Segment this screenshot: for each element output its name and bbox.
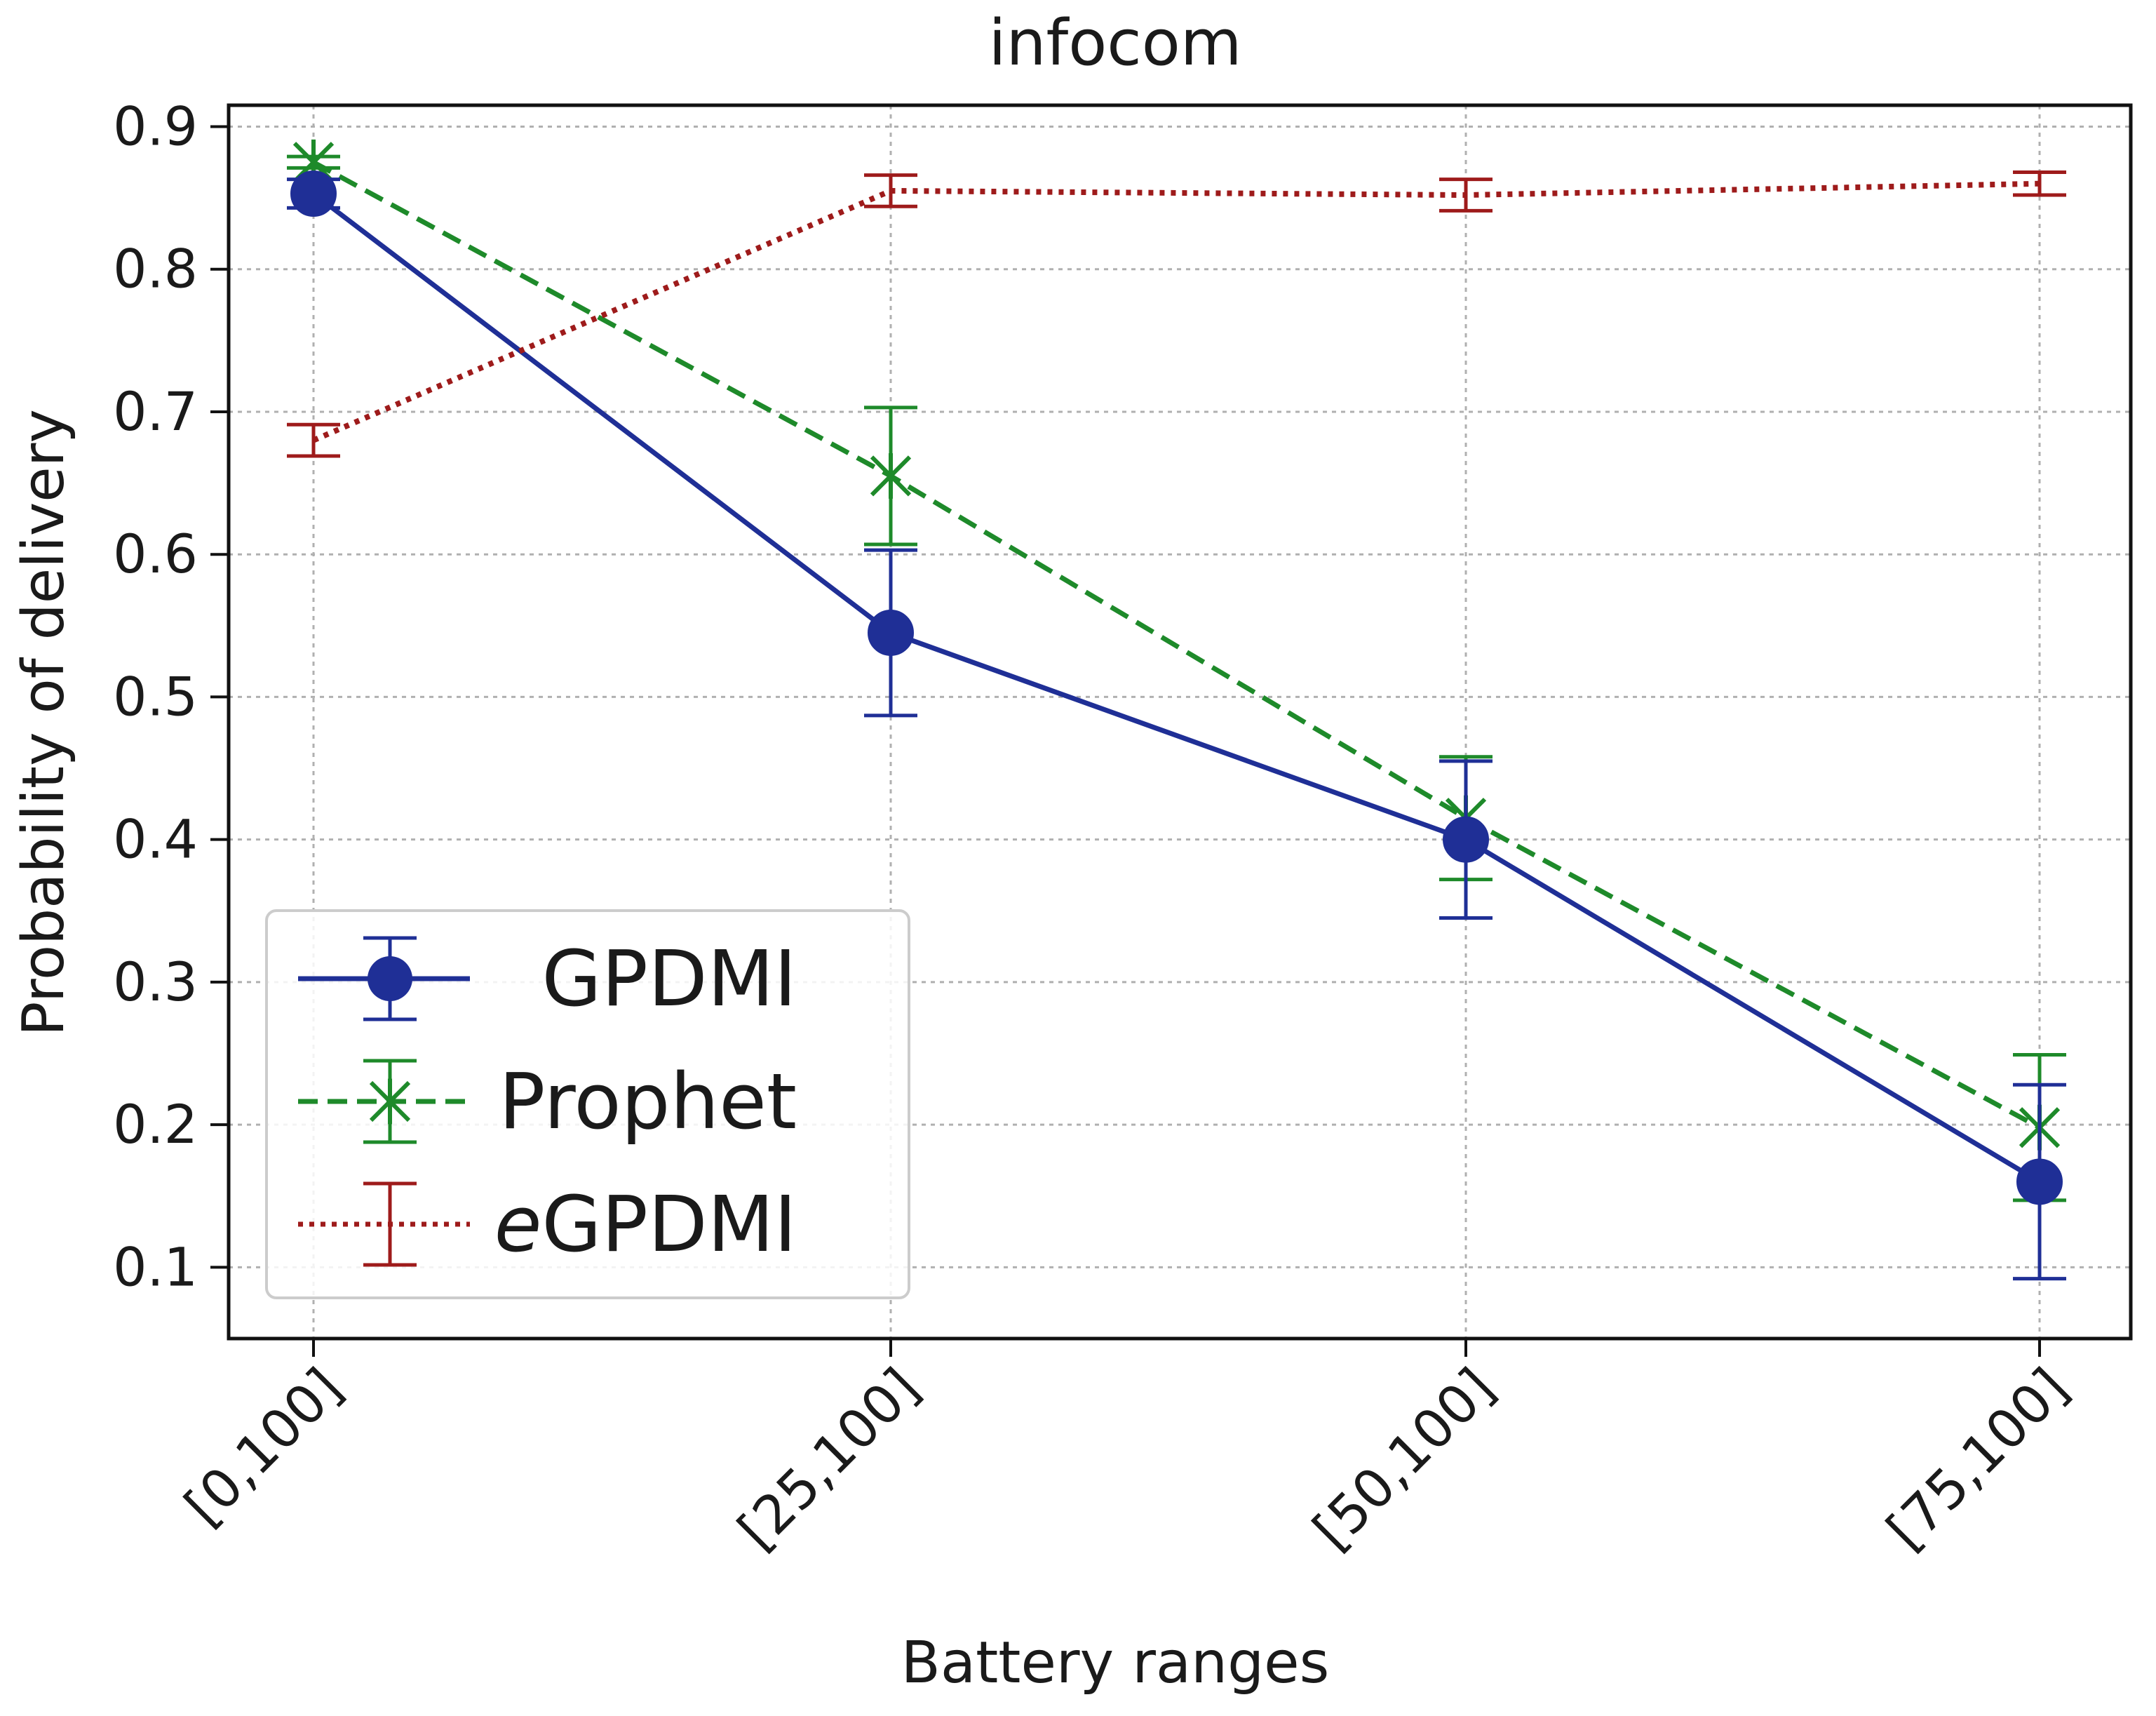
x-tick-label: [25,100]: [726, 1356, 931, 1562]
series-egpdmi: [287, 170, 2066, 458]
axes: 0.1 0.2 0.3 0.4 0.5 0.6 0.7 0.8 0.9 [0,100] [25,10…: [113, 95, 2080, 1561]
y-tick-label: 0.8: [113, 238, 198, 300]
series-line-gpdmi: [311, 192, 2041, 1184]
y-tick-label: 0.4: [113, 808, 198, 871]
series-line-prophet: [312, 160, 2041, 1130]
legend-marker: [368, 956, 412, 1001]
x-tick-label: [0,100]: [173, 1356, 354, 1538]
legend-label-main: GPDMI: [541, 934, 797, 1024]
y-axis-label: Probability of delivery: [11, 409, 77, 1036]
legend-label: eGPDMI: [494, 1179, 797, 1269]
legend-label: GPDMI: [541, 934, 797, 1024]
legend-entry-gpdmi: GPDMI: [298, 934, 797, 1024]
grid: [229, 105, 2131, 1339]
error-bar: [2013, 170, 2066, 197]
data-point: [870, 453, 912, 499]
y-tick-label: 0.1: [113, 1235, 198, 1298]
y-tick-label: 0.9: [113, 95, 198, 157]
error-bar: [1439, 177, 1493, 213]
data-point: [2016, 1158, 2063, 1205]
error-bar: [864, 173, 917, 208]
y-tick-label: 0.6: [113, 523, 198, 585]
x-axis-label: Battery ranges: [901, 1630, 1330, 1696]
legend-entry-egpdmi: eGPDMI: [298, 1179, 797, 1269]
legend-label-main: Prophet: [499, 1057, 797, 1146]
legend-entry-prophet: Prophet: [298, 1057, 797, 1146]
data-point: [290, 170, 337, 217]
y-tick-label: 0.7: [113, 380, 198, 443]
legend-label-main: GPDMI: [541, 1179, 797, 1269]
y-tick-label: 0.5: [113, 665, 198, 728]
legend-label: Prophet: [499, 1057, 797, 1146]
legend-label-prefix: e: [494, 1179, 542, 1269]
chart-title: infocom: [988, 6, 1241, 80]
series-layer: [287, 139, 2066, 1281]
y-tick-label: 0.2: [113, 1093, 198, 1155]
x-tick-label: [75,100]: [1875, 1356, 2080, 1562]
data-point: [1443, 816, 1489, 863]
data-point: [868, 609, 914, 656]
x-tick-label: [50,100]: [1301, 1356, 1507, 1562]
series-line-egpdmi: [312, 180, 2040, 443]
plot-frame: [227, 103, 2133, 1341]
error-bar: [287, 422, 340, 458]
series-gpdmi: [287, 170, 2066, 1281]
legend-frame: [265, 909, 910, 1299]
y-tick-label: 0.3: [113, 951, 198, 1013]
